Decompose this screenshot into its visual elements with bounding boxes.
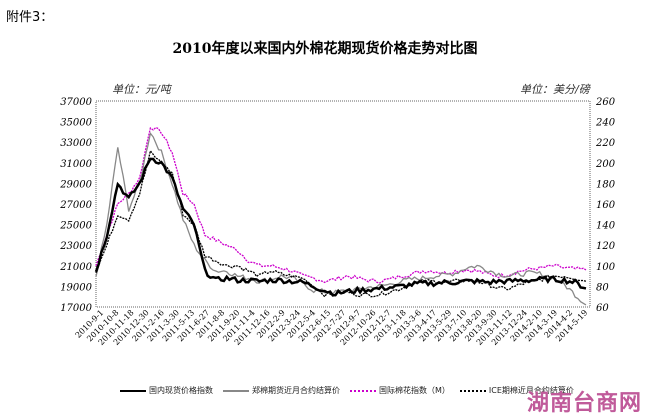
legend-swatch — [120, 389, 146, 392]
right-tick-label: 80 — [596, 282, 609, 293]
left-tick-label: 23000 — [59, 241, 92, 252]
right-tick-label: 220 — [595, 138, 616, 149]
series-line-3 — [95, 149, 587, 298]
legend-item: 国内现货价格指数 — [120, 385, 213, 396]
right-tick-label: 240 — [595, 118, 616, 129]
legend-swatch — [223, 389, 249, 392]
left-tick-label: 25000 — [59, 221, 92, 232]
left-tick-label: 19000 — [60, 282, 92, 293]
left-tick-label: 33000 — [60, 138, 92, 149]
series-line-1 — [95, 131, 587, 306]
legend-label: 国内现货价格指数 — [149, 386, 213, 395]
right-tick-label: 180 — [596, 179, 616, 190]
right-tick-label: 140 — [596, 221, 616, 232]
right-tick-label: 200 — [595, 159, 616, 170]
watermark: 湖南台商网 — [526, 391, 642, 416]
right-tick-label: 260 — [595, 97, 616, 108]
legend: 国内现货价格指数 郑棉期货近月合约结算价 国际棉花指数（M） ICE期棉近月合约… — [120, 385, 574, 396]
left-tick-label: 29000 — [59, 179, 92, 190]
left-tick-label: 27000 — [59, 200, 92, 211]
right-tick-label: 120 — [596, 241, 616, 252]
left-tick-label: 31000 — [60, 159, 92, 170]
left-tick-label: 17000 — [60, 303, 92, 314]
left-tick-label: 21000 — [59, 262, 92, 273]
attachment-label: 附件3： — [6, 10, 54, 25]
legend-item: ICE期棉近月合约结算价 — [459, 385, 574, 396]
right-tick-label: 100 — [596, 262, 616, 273]
right-tick-label: 160 — [596, 200, 616, 211]
right-axis-unit: 单位：美分/磅 — [520, 83, 590, 96]
chart-title: 2010年度以来国内外棉花期现货价格走势对比图 — [172, 41, 478, 57]
left-tick-label: 37000 — [60, 97, 92, 108]
legend-swatch — [459, 389, 486, 392]
legend-item: 国际棉花指数（M） — [350, 385, 450, 396]
legend-item: 郑棉期货近月合约结算价 — [223, 385, 340, 396]
series-line-0 — [94, 157, 587, 297]
series-line-2 — [95, 126, 587, 284]
legend-swatch — [350, 389, 376, 392]
legend-label: 国际棉花指数（M） — [379, 386, 450, 395]
left-axis-unit: 单位：元/吨 — [112, 83, 171, 96]
legend-label: ICE期棉近月合约结算价 — [488, 386, 574, 395]
right-tick-label: 60 — [596, 303, 609, 314]
left-tick-label: 35000 — [60, 118, 92, 129]
plot-area — [95, 100, 591, 308]
legend-label: 郑棉期货近月合约结算价 — [252, 386, 340, 395]
